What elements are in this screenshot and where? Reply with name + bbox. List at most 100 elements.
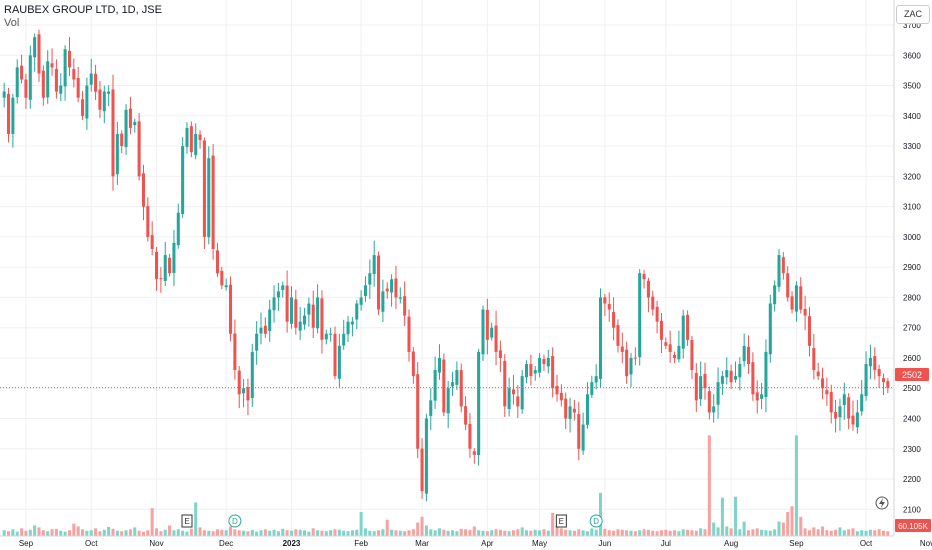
candle-body[interactable] [146,206,150,237]
candle-body[interactable] [255,333,259,351]
dividend-marker[interactable]: D [589,514,603,528]
candle-body[interactable] [50,63,54,68]
candle-body[interactable] [363,285,367,297]
candle-body[interactable] [59,85,63,94]
candle-body[interactable] [233,333,237,371]
candle-body[interactable] [520,376,524,410]
candle-body[interactable] [224,285,228,288]
candle-body[interactable] [847,397,851,419]
candle-body[interactable] [163,255,167,281]
candle-body[interactable] [268,309,272,331]
candle-body[interactable] [368,273,372,285]
candle-body[interactable] [546,357,550,367]
candle-body[interactable] [198,134,202,141]
candle-body[interactable] [559,392,563,401]
candle-body[interactable] [568,406,572,419]
lightning-icon[interactable] [875,496,889,510]
candle-body[interactable] [485,309,489,340]
candle-body[interactable] [481,309,485,355]
candle-body[interactable] [642,273,646,280]
candle-body[interactable] [781,257,785,274]
candle-body[interactable] [794,285,798,312]
candle-body[interactable] [350,321,354,325]
candle-body[interactable] [54,69,58,92]
candle-body[interactable] [812,347,816,371]
candle-body[interactable] [33,37,37,58]
candle-body[interactable] [459,370,463,407]
candle-body[interactable] [777,255,781,287]
candle-body[interactable] [329,333,333,335]
candle-body[interactable] [607,303,611,310]
candle-body[interactable] [673,354,677,358]
candle-body[interactable] [503,360,507,407]
candle-body[interactable] [755,392,759,401]
candle-body[interactable] [533,370,537,374]
candle-body[interactable] [703,373,707,389]
candle-body[interactable] [403,296,407,316]
candle-body[interactable] [542,358,546,365]
candle-body[interactable] [664,342,668,346]
candle-body[interactable] [85,85,89,119]
candle-body[interactable] [681,315,685,349]
candle-body[interactable] [451,382,455,387]
candle-body[interactable] [699,376,703,400]
candle-body[interactable] [120,133,124,147]
candle-body[interactable] [442,359,446,413]
candle-body[interactable] [638,273,642,358]
candle-body[interactable] [37,34,41,74]
candle-body[interactable] [115,133,119,175]
candle-body[interactable] [259,327,263,334]
candle-body[interactable] [498,350,502,358]
candle-body[interactable] [555,385,559,395]
candle-body[interactable] [285,285,289,322]
candle-body[interactable] [799,286,803,310]
candle-body[interactable] [881,378,885,383]
candle-body[interactable] [320,298,324,340]
dividend-marker[interactable]: D [228,514,242,528]
candle-body[interactable] [176,212,180,246]
candle-body[interactable] [281,285,285,291]
candle-body[interactable] [111,89,115,177]
candle-body[interactable] [729,370,733,383]
candle-body[interactable] [655,306,659,322]
candle-body[interactable] [490,327,494,338]
candle-body[interactable] [246,387,250,401]
candle-body[interactable] [316,297,320,329]
candle-body[interactable] [786,273,790,298]
candle-body[interactable] [229,284,233,334]
candle-body[interactable] [455,370,459,385]
candle-body[interactable] [864,364,868,397]
candle-body[interactable] [529,364,533,377]
candle-body[interactable] [220,270,224,286]
price-axis-panel[interactable] [894,0,932,550]
candle-body[interactable] [842,394,846,406]
candle-body[interactable] [677,345,681,360]
candle-body[interactable] [168,257,172,274]
candle-body[interactable] [215,250,219,274]
candle-body[interactable] [272,297,276,311]
candle-body[interactable] [525,364,529,378]
candle-body[interactable] [15,67,19,98]
candle-body[interactable] [494,325,498,352]
candle-body[interactable] [437,357,441,373]
candle-body[interactable] [128,108,132,128]
candle-body[interactable] [133,121,137,126]
candle-body[interactable] [7,93,11,134]
candle-body[interactable] [768,303,772,355]
candle-body[interactable] [446,388,450,414]
candle-body[interactable] [599,297,603,379]
candle-body[interactable] [838,406,842,418]
candle-body[interactable] [185,127,189,147]
candle-body[interactable] [807,316,811,346]
candle-body[interactable] [651,296,655,310]
candle-body[interactable] [620,346,624,352]
candle-body[interactable] [298,321,302,331]
candle-body[interactable] [189,126,193,153]
candle-body[interactable] [172,242,176,273]
candle-body[interactable] [2,91,6,98]
candle-body[interactable] [690,339,694,371]
candle-body[interactable] [155,251,159,280]
candle-body[interactable] [207,158,211,238]
candle-body[interactable] [551,356,555,389]
candle-body[interactable] [346,321,350,335]
